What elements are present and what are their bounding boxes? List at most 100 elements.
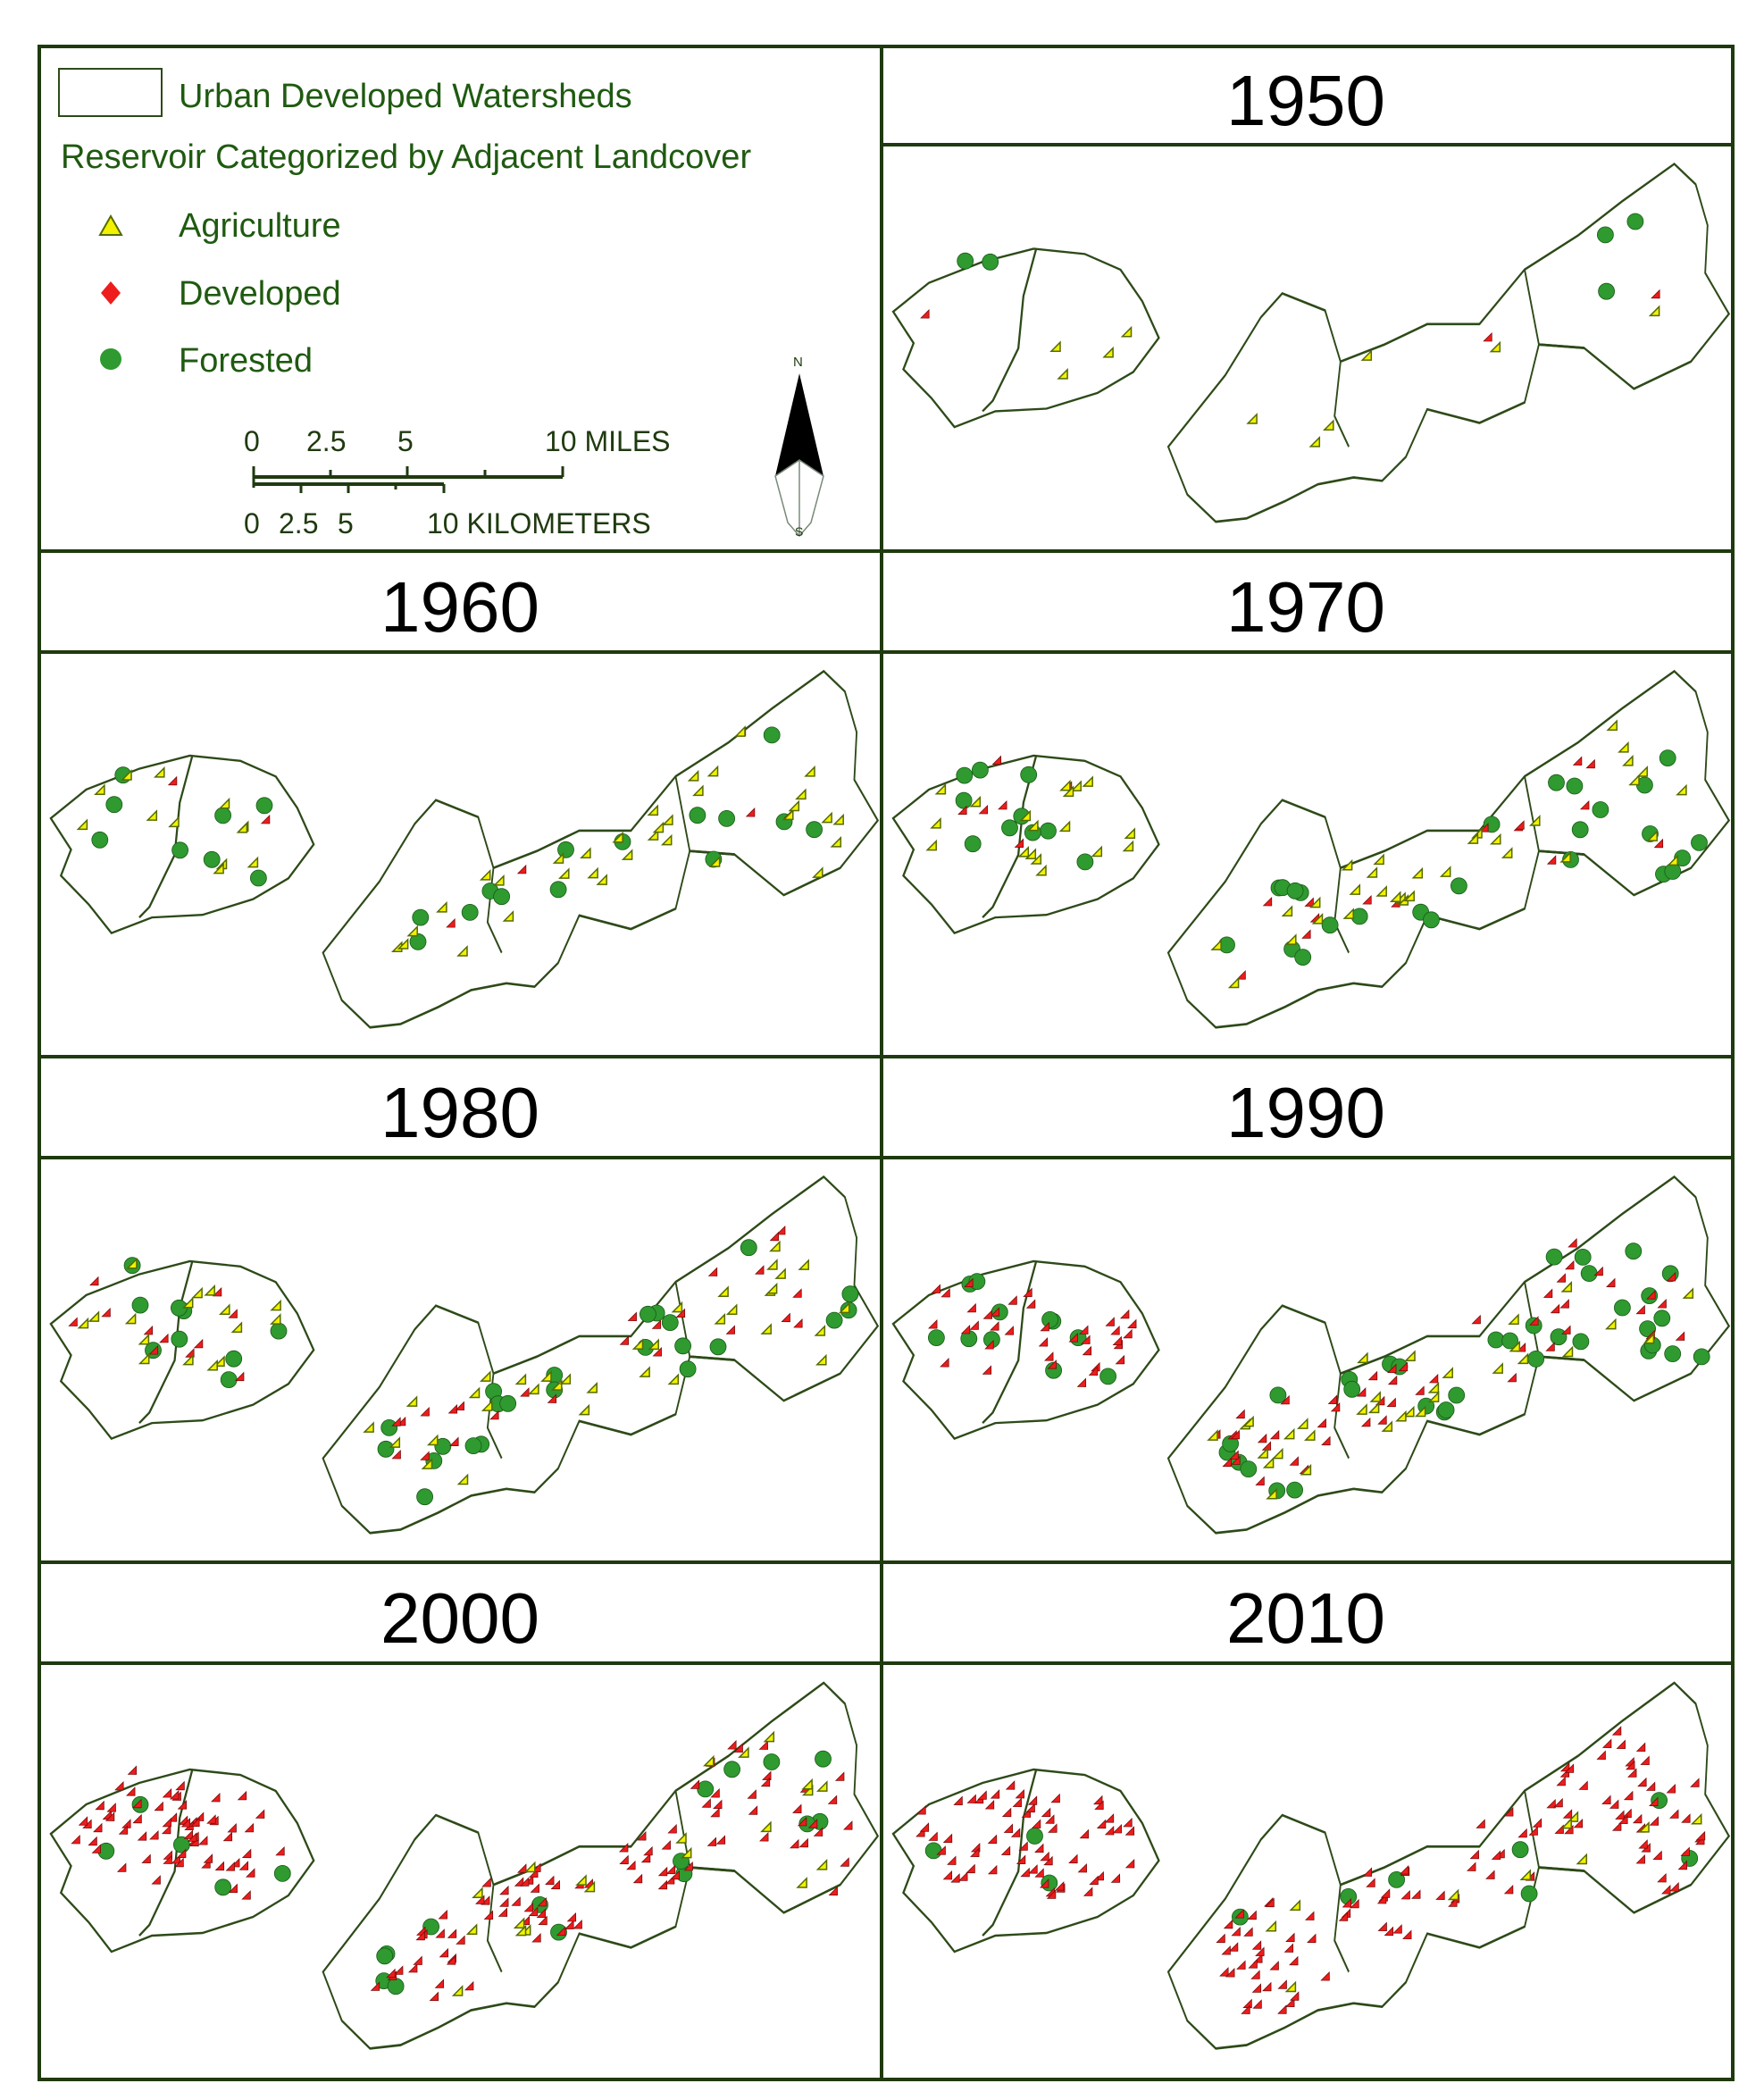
agriculture-reservoir-marker xyxy=(788,799,800,812)
forested-reservoir-marker xyxy=(723,1761,740,1778)
forested-reservoir-marker xyxy=(1511,1841,1529,1859)
developed-reservoir-marker xyxy=(1083,1887,1093,1896)
developed-reservoir-marker xyxy=(969,1320,979,1330)
developed-reservoir-marker xyxy=(159,1333,169,1343)
developed-reservoir-marker xyxy=(1399,1865,1409,1875)
developed-reservoir-marker xyxy=(701,1798,711,1808)
developed-reservoir-marker xyxy=(1338,1912,1349,1921)
developed-reservoir-marker xyxy=(1579,799,1590,810)
developed-reservoir-marker xyxy=(438,1910,447,1920)
developed-reservoir-marker xyxy=(1034,1868,1044,1878)
developed-reservoir-marker xyxy=(212,1286,222,1297)
agriculture-reservoir-marker xyxy=(1342,908,1354,919)
developed-reservoir-marker xyxy=(537,1896,547,1907)
developed-reservoir-marker xyxy=(1415,1385,1425,1395)
developed-reservoir-marker xyxy=(1690,1778,1700,1787)
developed-reservoir-marker xyxy=(187,1832,197,1842)
developed-reservoir-marker xyxy=(1362,895,1372,905)
scale-miles-tick-2: 5 xyxy=(397,425,414,457)
agriculture-reservoir-marker xyxy=(1271,1447,1283,1460)
agriculture-reservoir-marker xyxy=(1528,815,1541,826)
forested-reservoir-marker xyxy=(105,796,123,814)
forested-reservoir-marker xyxy=(270,1322,288,1340)
forested-reservoir-marker xyxy=(1626,213,1644,230)
developed-reservoir-marker xyxy=(511,1896,521,1906)
agriculture-reservoir-marker xyxy=(1262,1456,1275,1468)
developed-reservoir-marker xyxy=(619,1335,630,1345)
developed-reservoir-marker xyxy=(1104,1813,1115,1823)
panel-title-1980: 1980 xyxy=(380,1073,539,1152)
scale-km-tick-2: 5 xyxy=(338,507,354,540)
developed-reservoir-marker xyxy=(1564,1763,1575,1773)
developed-reservoir-marker xyxy=(464,1980,474,1991)
agriculture-reservoir-marker xyxy=(230,1321,243,1334)
developed-reservoir-marker xyxy=(978,804,989,815)
developed-reservoir-marker xyxy=(1550,1303,1560,1314)
agriculture-reservoir-marker xyxy=(1489,832,1501,845)
developed-reservoir-marker xyxy=(1402,1929,1412,1939)
forested-reservoir-marker xyxy=(841,1285,859,1303)
developed-reservoir-marker xyxy=(1695,1830,1706,1841)
agriculture-reservoir-marker xyxy=(479,1370,491,1382)
agriculture-reservoir-marker xyxy=(550,1379,563,1391)
developed-reservoir-marker xyxy=(1088,1366,1099,1376)
forested-reservoir-marker xyxy=(1691,834,1708,851)
watershed-outline-east xyxy=(1166,670,1731,1029)
agriculture-reservoir-marker xyxy=(1667,854,1678,866)
developed-reservoir-marker xyxy=(964,1277,974,1288)
agriculture-reservoir-marker xyxy=(832,813,844,825)
forested-reservoir-marker xyxy=(1625,1242,1643,1260)
forested-reservoir-marker xyxy=(499,1394,517,1412)
developed-reservoir-marker xyxy=(1285,1932,1295,1943)
agriculture-reservoir-marker xyxy=(77,1317,89,1329)
developed-reservoir-marker xyxy=(227,1823,237,1833)
forested-reservoir-marker xyxy=(640,1305,656,1323)
developed-reservoir-marker xyxy=(101,1307,111,1318)
developed-reservoir-marker xyxy=(1251,1940,1262,1950)
developed-reservoir-marker xyxy=(1342,1898,1352,1908)
agriculture-reservoir-marker xyxy=(930,816,941,829)
developed-reservoir-marker xyxy=(1045,1814,1055,1824)
developed-reservoir-marker xyxy=(781,1312,790,1323)
forested-reservoir-marker xyxy=(549,881,567,899)
developed-reservoir-marker xyxy=(1012,1797,1022,1807)
map-panels xyxy=(49,163,1731,2050)
developed-reservoir-marker xyxy=(1305,1911,1315,1920)
developed-reservoir-marker xyxy=(564,1920,574,1929)
forested-reservoir-marker xyxy=(1450,877,1467,895)
developed-reservoir-marker xyxy=(1320,1971,1330,1981)
agriculture-reservoir-marker xyxy=(578,1403,590,1416)
developed-reservoir-marker xyxy=(1076,1377,1087,1387)
forested-reservoir-marker xyxy=(1574,1249,1592,1266)
developed-reservoir-marker xyxy=(1025,1803,1035,1813)
agriculture-reservoir-marker xyxy=(798,1259,809,1270)
forested-reservoir-marker xyxy=(1525,1317,1542,1334)
agriculture-reservoir-marker xyxy=(660,833,673,846)
developed-reservoir-marker xyxy=(1542,1288,1553,1298)
agriculture-reservoir-marker xyxy=(1638,1820,1650,1833)
developed-reservoir-marker xyxy=(706,1836,717,1846)
forested-reservoir-marker xyxy=(689,807,706,824)
developed-reservoir-marker xyxy=(966,1302,976,1313)
forested-reservoir-marker xyxy=(1045,1361,1062,1379)
developed-reservoir-marker xyxy=(1545,1342,1555,1351)
forested-legend-symbol xyxy=(100,348,121,370)
agriculture-reservoir-marker xyxy=(1509,1340,1521,1352)
agriculture-reservoir-marker xyxy=(405,1395,418,1407)
developed-reservoir-marker xyxy=(758,1740,768,1750)
agriculture-reservoir-marker xyxy=(702,1754,715,1767)
agriculture-reservoir-marker xyxy=(586,1381,598,1393)
developed-reservoir-marker xyxy=(435,1928,445,1938)
developed-reservoir-marker xyxy=(1360,1417,1371,1427)
developed-reservoir-marker xyxy=(1020,1867,1030,1878)
forested-reservoir-marker xyxy=(1597,226,1614,244)
agriculture-reservoir-marker xyxy=(153,766,165,778)
agriculture-reservoir-marker xyxy=(1265,1920,1277,1932)
agriculture-reservoir-marker xyxy=(1300,1463,1312,1476)
forested-reservoir-marker xyxy=(464,1437,482,1454)
developed-reservoir-marker xyxy=(977,1790,987,1800)
forested-reservoir-marker xyxy=(376,1947,394,1965)
developed-reservoir-marker xyxy=(1515,820,1525,830)
developed-reservoir-marker xyxy=(89,1276,99,1286)
map-1970 xyxy=(891,670,1731,1029)
